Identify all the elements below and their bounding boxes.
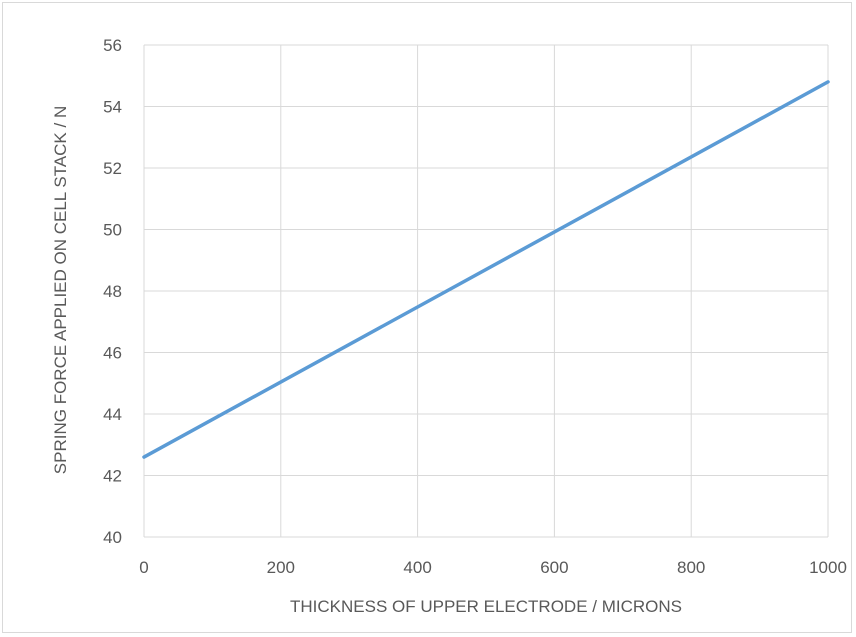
x-axis-title: THICKNESS OF UPPER ELECTRODE / MICRONS bbox=[290, 597, 682, 616]
y-tick-label: 46 bbox=[103, 344, 122, 363]
y-tick-label: 56 bbox=[103, 36, 122, 55]
y-tick-label: 44 bbox=[103, 405, 122, 424]
x-tick-label: 800 bbox=[677, 558, 705, 577]
y-tick-label: 42 bbox=[103, 467, 122, 486]
y-tick-label: 50 bbox=[103, 221, 122, 240]
x-tick-label: 0 bbox=[139, 558, 148, 577]
series-layer bbox=[142, 80, 830, 459]
series-line bbox=[142, 80, 830, 459]
y-tick-label: 54 bbox=[103, 98, 122, 117]
y-axis-title: SPRING FORCE APPLIED ON CELL STACK / N bbox=[51, 106, 70, 474]
y-axis-ticks: 40 42 44 46 48 50 52 54 56 bbox=[103, 36, 122, 547]
x-tick-label: 600 bbox=[540, 558, 568, 577]
y-tick-label: 48 bbox=[103, 282, 122, 301]
x-tick-label: 200 bbox=[267, 558, 295, 577]
y-tick-label: 52 bbox=[103, 159, 122, 178]
x-tick-label: 400 bbox=[403, 558, 431, 577]
x-axis-ticks: 0 200 400 600 800 1000 bbox=[139, 558, 847, 577]
y-tick-label: 40 bbox=[103, 528, 122, 547]
x-tick-label: 1000 bbox=[809, 558, 847, 577]
gridlines bbox=[143, 44, 829, 538]
